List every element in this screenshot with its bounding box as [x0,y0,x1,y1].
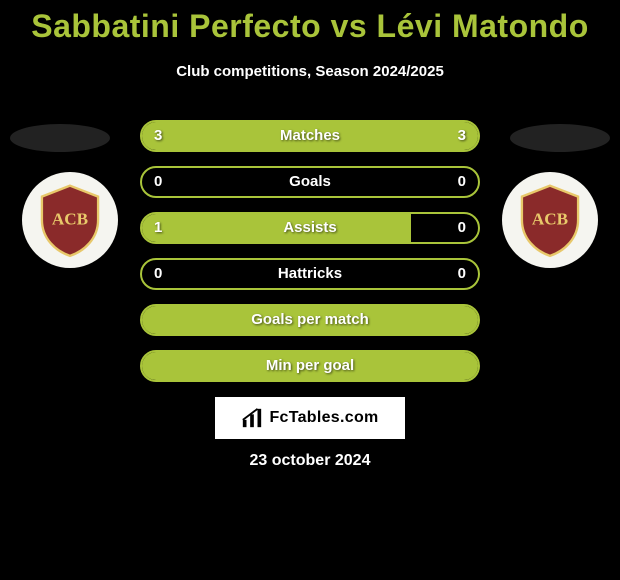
stats-panel: 33Matches 00Goals 10Assists 00Hattricks Goal… [140,120,480,396]
stat-label: Min per goal [142,352,478,380]
stat-row: 00Hattricks [140,258,480,290]
stat-label: Goals [142,168,478,196]
chart-icon [241,407,263,429]
brand-badge: FcTables.com [215,397,405,439]
stat-label: Goals per match [142,306,478,334]
club-badge-right: ACB [502,172,598,268]
date-label: 23 october 2024 [0,452,620,470]
shield-icon: ACB [31,181,109,259]
stat-label: Hattricks [142,260,478,288]
stat-row: 33Matches [140,120,480,152]
stat-row: Goals per match [140,304,480,336]
club-badge-left: ACB [22,172,118,268]
stat-row: 10Assists [140,212,480,244]
shield-icon: ACB [511,181,589,259]
svg-text:ACB: ACB [532,210,568,229]
page-title: Sabbatini Perfecto vs Lévi Matondo [0,0,620,45]
shadow-ellipse-left [10,124,110,152]
stat-row: 00Goals [140,166,480,198]
svg-text:ACB: ACB [52,210,88,229]
stat-label: Assists [142,214,478,242]
stat-label: Matches [142,122,478,150]
shadow-ellipse-right [510,124,610,152]
page-subtitle: Club competitions, Season 2024/2025 [0,63,620,80]
brand-label: FcTables.com [269,409,378,427]
stat-row: Min per goal [140,350,480,382]
